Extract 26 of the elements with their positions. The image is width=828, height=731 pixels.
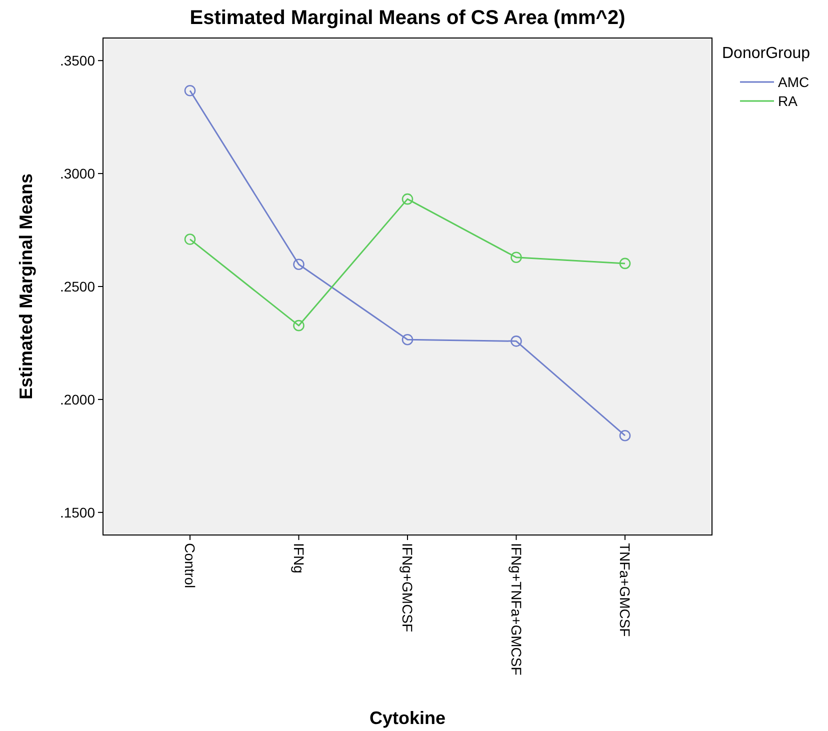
legend-title: DonorGroup	[722, 45, 810, 62]
point	[184, 84, 196, 96]
x-tick-label: TNFa+GMCSF	[617, 543, 633, 637]
point	[402, 193, 414, 205]
point	[402, 334, 414, 346]
point	[184, 234, 196, 245]
x-tick-label: IFNg+TNFa+GMCSF	[508, 543, 524, 676]
legend-label: AMC	[778, 74, 810, 90]
x-tick-label: IFNg	[290, 543, 307, 574]
y-tick-label: .2000	[60, 391, 96, 408]
point	[510, 336, 522, 347]
point	[510, 252, 522, 264]
y-tick-label: .1500	[60, 504, 96, 520]
x-tick-label: Control	[182, 543, 198, 588]
point	[619, 258, 631, 270]
y-axis-title: Estimated Marginal Means	[16, 173, 36, 400]
y-tick-label: .2500	[60, 278, 96, 294]
y-tick-label: .3500	[60, 52, 96, 68]
x-axis-title: Cytokine	[369, 708, 446, 728]
chart-title: Estimated Marginal Means of CS Area (mm^2)	[190, 7, 626, 29]
legend-label: RA	[778, 92, 798, 109]
point	[293, 258, 304, 270]
y-tick-label: .3000	[60, 165, 96, 182]
x-tick-label: IFNg+GMCSF	[400, 543, 416, 632]
point	[293, 320, 304, 332]
point	[619, 430, 631, 442]
